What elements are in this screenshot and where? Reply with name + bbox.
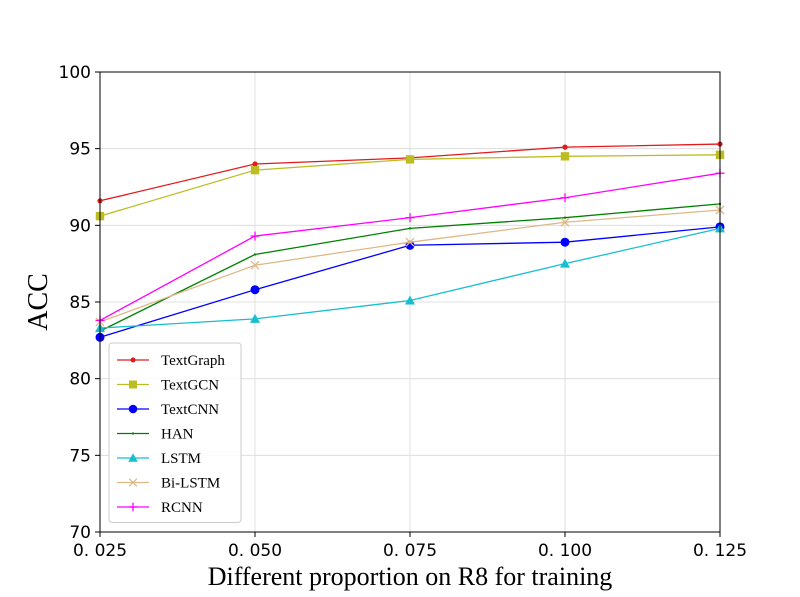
legend-item-rcnn: RCNN xyxy=(117,500,203,516)
legend-label: HAN xyxy=(161,427,194,443)
data-point xyxy=(405,295,415,305)
axis-ticks: 0. 025 0. 050 0. 075 0. 100 0. 125 70 75 80 85 90… xyxy=(59,63,747,561)
data-point xyxy=(250,285,260,295)
legend-label: TextGCN xyxy=(161,378,219,394)
data-point xyxy=(250,165,260,175)
legend-label: Bi-LSTM xyxy=(161,476,220,492)
y-tick-label: 100 xyxy=(59,63,91,83)
y-tick-label: 80 xyxy=(69,370,91,390)
data-point xyxy=(128,502,138,512)
y-axis-title: ACC xyxy=(23,273,54,331)
legend-item-lstm: LSTM xyxy=(117,451,201,467)
y-tick-label: 85 xyxy=(69,293,91,313)
legend: TextGraph TextGCN TextCNN HAN LSTM Bi-LSTM RCN… xyxy=(108,342,242,523)
x-tick-label: 0. 050 xyxy=(228,541,282,561)
data-point xyxy=(560,152,570,161)
x-tick-label: 0. 125 xyxy=(693,541,747,561)
legend-label: LSTM xyxy=(161,451,201,467)
y-tick-label: 70 xyxy=(69,523,91,543)
series-rcnn xyxy=(95,168,725,325)
y-tick-label: 95 xyxy=(69,140,91,160)
data-point xyxy=(560,193,570,203)
legend-label: TextGraph xyxy=(161,353,225,369)
data-point xyxy=(254,253,256,256)
legend-item-bi-lstm: Bi-LSTM xyxy=(117,476,220,492)
data-point xyxy=(405,213,415,223)
x-tick-label: 0. 100 xyxy=(538,541,592,561)
y-tick-label: 75 xyxy=(69,446,91,466)
data-point xyxy=(250,231,260,241)
data-point xyxy=(562,144,568,150)
legend-label: RCNN xyxy=(161,500,203,516)
data-point xyxy=(250,260,260,270)
legend-item-textgcn: TextGCN xyxy=(117,378,219,394)
x-tick-label: 0. 025 xyxy=(73,541,127,561)
data-point xyxy=(130,357,136,363)
data-point xyxy=(564,216,566,219)
data-point xyxy=(128,404,138,414)
data-point xyxy=(560,258,570,268)
x-axis-title: Different proportion on R8 for training xyxy=(208,562,613,591)
data-point xyxy=(129,380,137,389)
x-tick-label: 0. 075 xyxy=(383,541,437,561)
data-point xyxy=(132,432,134,435)
series-layer xyxy=(95,141,725,342)
data-point xyxy=(128,453,138,462)
legend-item-textgraph: TextGraph xyxy=(117,353,225,369)
data-point xyxy=(409,227,411,230)
legend-box xyxy=(108,342,242,523)
data-point xyxy=(405,237,415,247)
data-point xyxy=(250,313,260,323)
data-point xyxy=(128,478,138,487)
y-tick-label: 90 xyxy=(69,216,91,236)
legend-item-han: HAN xyxy=(117,427,194,443)
data-point xyxy=(252,161,258,167)
data-point xyxy=(405,155,415,164)
data-point xyxy=(560,217,570,227)
data-point xyxy=(560,237,570,247)
legend-item-textcnn: TextCNN xyxy=(117,402,219,418)
legend-label: TextCNN xyxy=(161,402,219,418)
